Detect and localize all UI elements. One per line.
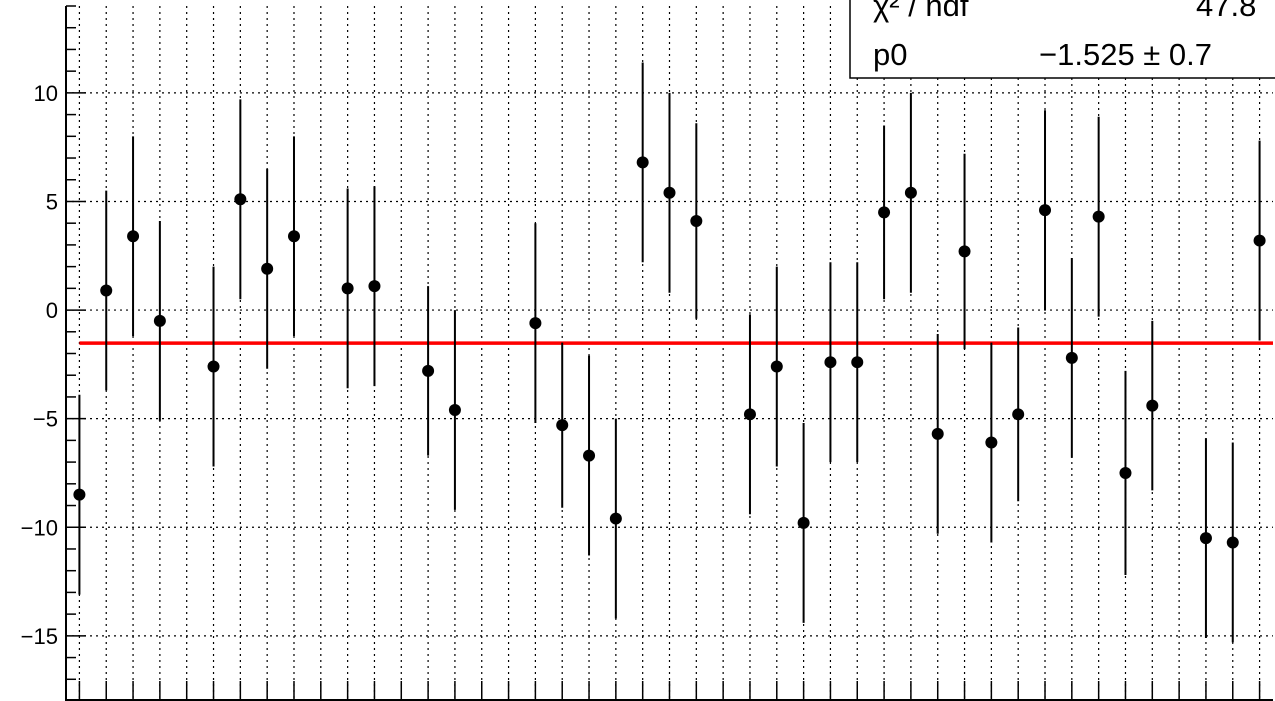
data-point — [261, 262, 274, 275]
data-point — [127, 230, 140, 243]
data-point — [1199, 532, 1212, 545]
data-point — [931, 427, 944, 440]
data-point — [824, 356, 837, 369]
data-point — [448, 403, 461, 416]
data-point — [770, 360, 783, 373]
data-point — [422, 364, 435, 377]
data-point — [797, 516, 810, 529]
data-point — [1065, 351, 1078, 364]
axes — [65, 5, 1273, 701]
stats-chi2-value: 47.8 — [1196, 0, 1256, 23]
data-point — [556, 419, 569, 432]
y-tick-label: 5 — [46, 189, 58, 214]
data-point — [663, 186, 676, 199]
data-point — [1092, 210, 1105, 223]
data-point — [1226, 536, 1239, 549]
stats-box-frame — [849, 0, 1275, 79]
y-tick-label: 10 — [34, 81, 58, 106]
data-point — [100, 284, 113, 297]
stats-box: χ² / ndf 47.8 p0 −1.525 ± 0.7 — [849, 0, 1275, 79]
data-point — [609, 512, 622, 525]
y-tick-label: −15 — [21, 624, 58, 649]
data-point — [341, 282, 354, 295]
data-point — [529, 317, 542, 330]
data-point — [287, 230, 300, 243]
data-point — [368, 280, 381, 293]
data-point — [904, 186, 917, 199]
stats-p0-value: −1.525 ± 0.7 — [1039, 37, 1212, 72]
y-tick-label: 0 — [46, 298, 58, 323]
data-point — [878, 206, 891, 219]
data-points — [73, 62, 1266, 643]
data-point — [851, 356, 864, 369]
data-point — [1146, 399, 1159, 412]
y-tick-labels: 10 5 0 −5 −10 −15 — [21, 81, 58, 649]
data-point — [207, 360, 220, 373]
data-point — [743, 408, 756, 421]
stats-chi2-label: χ² / ndf — [873, 0, 969, 23]
data-point — [1253, 234, 1266, 247]
data-point — [73, 488, 86, 501]
data-point — [1119, 466, 1132, 479]
data-point — [985, 436, 998, 449]
y-tick-label: −5 — [33, 407, 58, 432]
data-point — [1039, 204, 1052, 217]
data-point — [958, 245, 971, 258]
data-point — [234, 193, 247, 206]
data-point — [636, 156, 649, 169]
data-point — [153, 314, 166, 327]
data-point — [583, 449, 596, 462]
y-tick-label: −10 — [21, 515, 58, 540]
stats-p0-label: p0 — [873, 37, 907, 72]
data-point — [690, 215, 703, 228]
data-point — [1012, 408, 1025, 421]
